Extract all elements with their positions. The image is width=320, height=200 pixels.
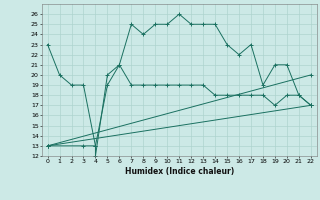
X-axis label: Humidex (Indice chaleur): Humidex (Indice chaleur) <box>124 167 234 176</box>
